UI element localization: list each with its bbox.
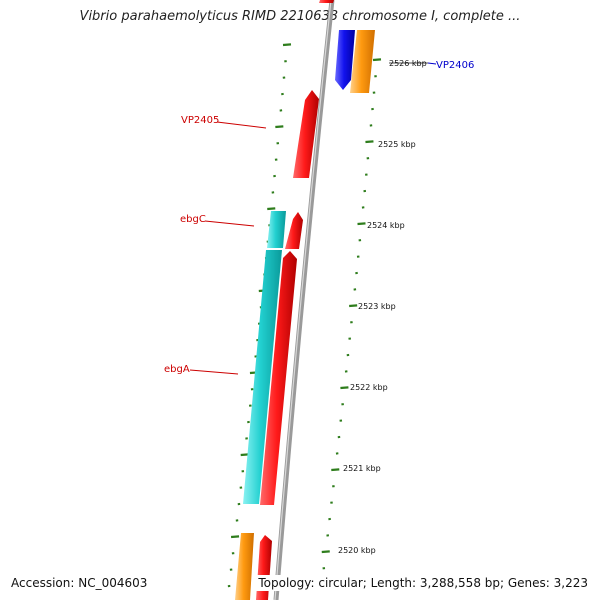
gene-orange-top — [350, 30, 375, 93]
tick-labels: 2526 kbp 2525 kbp 2524 kbp 2523 kbp 2522… — [338, 59, 428, 555]
backbone-arc — [273, 0, 335, 600]
gene-vp2405-red — [293, 90, 319, 178]
major-tick-mark — [282, 43, 292, 47]
major-tick-mark — [357, 222, 366, 226]
tick-label-2520: 2520 kbp — [338, 546, 376, 555]
tick-label-2522: 2522 kbp — [350, 383, 388, 392]
major-tick-mark — [331, 468, 340, 472]
major-tick-mark — [275, 125, 284, 129]
tick-label-2524: 2524 kbp — [367, 221, 405, 230]
major-tick-mark — [349, 304, 358, 308]
gene-label-vp2406[interactable]: VP2406 — [436, 60, 474, 71]
major-tick-mark — [340, 386, 349, 390]
tick-label-2523: 2523 kbp — [358, 302, 396, 311]
gene-ebga-red — [260, 251, 297, 505]
major-tick-mark — [267, 207, 276, 211]
vp2406-leader — [427, 62, 437, 65]
tick-label-2526: 2526 kbp — [389, 59, 427, 68]
gene-ebgc-cyan — [267, 211, 286, 248]
ebga-leader — [189, 369, 239, 375]
gene-label-vp2405[interactable]: VP2405 — [181, 115, 219, 126]
gene-top-red-fragment — [319, 0, 334, 3]
gene-vp2406-blue — [335, 30, 355, 90]
major-tick-mark — [230, 535, 240, 539]
major-tick-mark — [372, 58, 382, 62]
map-title: Vibrio parahaemolyticus RIMD 2210633 chr… — [79, 9, 521, 24]
genome-stats: Topology: circular; Length: 3,288,558 bp… — [256, 575, 590, 591]
gene-label-ebga[interactable]: ebgA — [164, 364, 190, 375]
ebgc-leader — [204, 220, 255, 227]
major-tick-mark — [321, 550, 330, 554]
tick-label-2521: 2521 kbp — [343, 464, 381, 473]
backbone-highlight — [274, 0, 332, 600]
gene-ebga-cyan — [243, 250, 282, 504]
gene-label-ebgc[interactable]: ebgC — [180, 214, 206, 225]
major-tick-mark — [240, 453, 249, 457]
gene-ebgc-red — [285, 212, 303, 249]
major-tick-mark — [365, 140, 374, 144]
tick-label-2525: 2525 kbp — [378, 140, 416, 149]
vp2405-leader — [216, 121, 267, 129]
accession-label: Accession: NC_004603 — [9, 575, 150, 591]
gene-orange-bottom — [235, 533, 254, 600]
outer-dash-ring — [320, 58, 382, 586]
